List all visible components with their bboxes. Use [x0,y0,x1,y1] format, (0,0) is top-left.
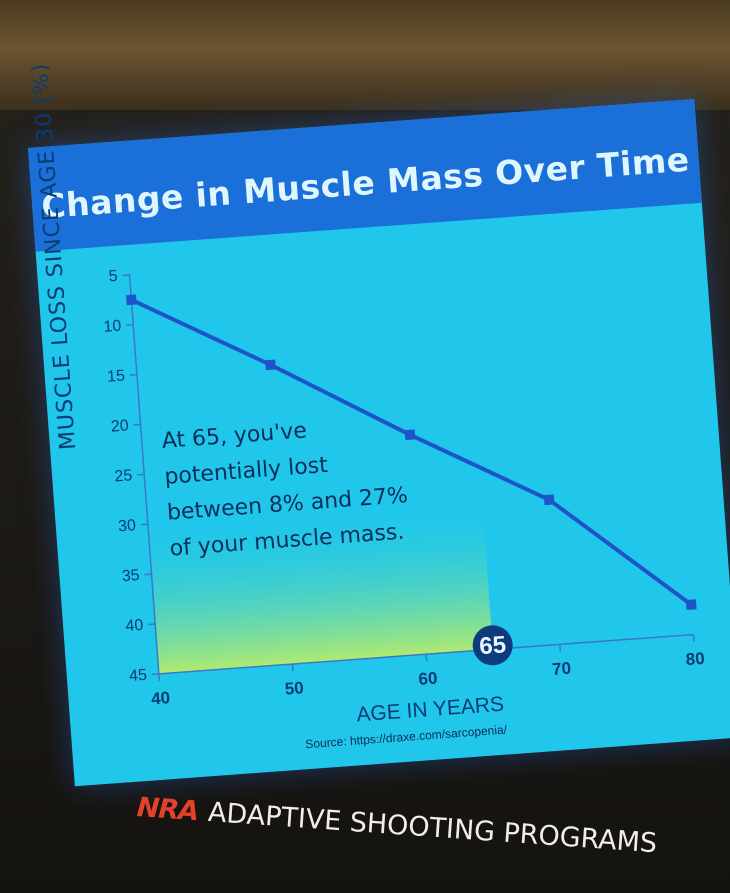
y-tick-mark [148,623,156,626]
y-tick-label: 10 [103,318,122,336]
y-tick-mark [144,573,152,576]
data-point [404,429,416,441]
y-tick-label: 40 [125,617,144,635]
x-tick-mark [559,644,562,652]
x-tick-mark [291,663,294,672]
data-point [543,494,555,506]
y-tick-label: 5 [108,268,118,286]
y-tick-label: 35 [121,567,140,585]
y-tick-mark [126,324,134,327]
y-tick-mark [151,673,159,676]
y-tick-mark [122,274,130,277]
age-65-shaded-region [147,499,493,674]
y-tick-mark [140,523,148,526]
data-point [265,359,276,371]
x-tick-mark [158,673,161,681]
data-point [685,599,697,611]
y-tick-label: 20 [110,417,129,435]
y-axis-ticks: 5 10 15 20 25 30 35 40 45 [103,268,159,685]
y-tick-label: 15 [107,368,126,386]
x-axis-label: AGE IN YEARS [356,693,505,727]
highlight-group: 65 [472,625,513,666]
series-group [126,294,697,611]
x-tick-label: 80 [685,649,705,669]
annotation-line: At 65, you've [161,418,308,454]
x-tick-label: 50 [284,678,304,698]
x-tick-label: 60 [418,668,438,688]
x-tick-label: 70 [551,659,571,679]
x-axis-ticks: 40 50 60 70 80 [151,634,705,708]
y-tick-label: 45 [129,667,148,685]
wall-background [0,0,730,110]
y-tick-label: 25 [114,467,133,485]
y-tick-mark [133,423,141,426]
age-65-label: 65 [478,631,507,660]
x-tick-mark [692,634,695,642]
x-tick-label: 40 [151,688,171,708]
slide: Change in Muscle Mass Over Time 5 10 15 20 2… [28,62,730,787]
y-tick-mark [129,373,137,376]
age-65-marker [472,625,513,666]
annotation-line: potentially lost [164,453,329,490]
nra-logo: NRA [135,792,200,828]
data-point [126,294,137,306]
x-tick-mark [425,654,428,662]
y-tick-label: 30 [118,517,137,535]
y-tick-mark [137,473,145,476]
